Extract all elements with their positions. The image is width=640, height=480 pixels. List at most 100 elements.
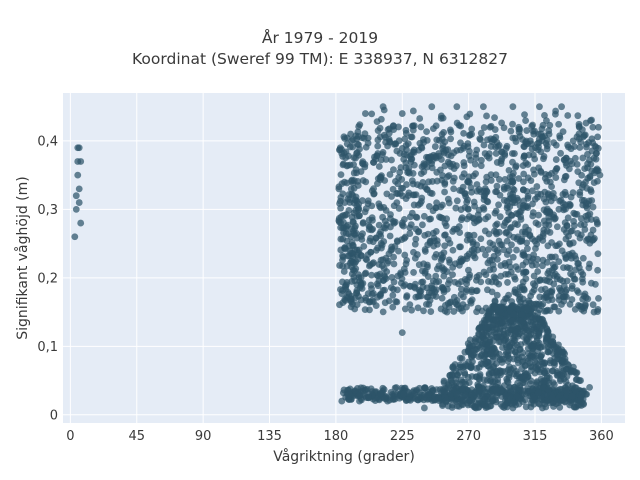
- data-point: [393, 286, 401, 294]
- data-point: [559, 199, 567, 207]
- data-point: [343, 237, 351, 245]
- data-point: [568, 282, 576, 290]
- data-point: [522, 230, 529, 238]
- data-point: [573, 161, 581, 168]
- data-point: [512, 163, 519, 171]
- data-point: [507, 127, 515, 135]
- data-point: [410, 387, 418, 395]
- data-point: [523, 202, 531, 210]
- data-point: [531, 144, 539, 152]
- data-point: [563, 277, 571, 285]
- data-point: [465, 379, 473, 387]
- data-point: [453, 147, 461, 154]
- y-tick-label: 0: [50, 408, 58, 423]
- data-point: [571, 252, 579, 260]
- data-point: [425, 154, 432, 161]
- data-point: [503, 237, 511, 245]
- data-point: [570, 222, 578, 229]
- data-point: [529, 386, 537, 394]
- data-point: [509, 178, 517, 186]
- data-point: [377, 240, 385, 247]
- data-point: [346, 196, 354, 203]
- data-point: [385, 125, 393, 133]
- data-point: [595, 294, 602, 302]
- x-tick-label: 225: [390, 429, 415, 444]
- data-point: [346, 161, 354, 169]
- data-point: [472, 170, 479, 178]
- data-point: [463, 255, 471, 263]
- data-point: [475, 364, 483, 371]
- data-point: [433, 177, 441, 185]
- data-point: [406, 396, 414, 404]
- data-point: [355, 133, 362, 140]
- data-point: [540, 153, 548, 160]
- data-point: [385, 297, 393, 305]
- data-point: [550, 139, 558, 147]
- data-point: [474, 388, 482, 396]
- data-point: [436, 213, 443, 221]
- data-point: [336, 301, 343, 309]
- data-point: [353, 287, 361, 295]
- data-point: [441, 388, 449, 396]
- data-point: [549, 367, 557, 375]
- data-point: [437, 112, 445, 120]
- data-point: [441, 307, 449, 315]
- data-point: [374, 293, 381, 301]
- data-point: [584, 150, 591, 158]
- x-axis-ticks: 0 45 90 135 180 225 270 315 360: [66, 429, 614, 444]
- data-point: [359, 177, 367, 184]
- data-point: [530, 251, 538, 259]
- data-point: [562, 235, 570, 243]
- data-point: [379, 308, 387, 316]
- data-point: [416, 115, 424, 122]
- data-point: [496, 213, 504, 221]
- data-point: [438, 131, 446, 138]
- data-point: [543, 142, 551, 150]
- data-point: [350, 177, 358, 185]
- x-tick-label: 360: [589, 429, 614, 444]
- data-point: [571, 275, 579, 283]
- data-point: [515, 374, 523, 382]
- data-point: [539, 121, 547, 129]
- data-point: [373, 118, 381, 126]
- data-point: [463, 362, 471, 370]
- y-tick-label: 0,1: [37, 340, 58, 355]
- data-point: [455, 369, 463, 376]
- data-point: [394, 238, 401, 246]
- data-point: [493, 360, 500, 367]
- data-point: [354, 182, 362, 189]
- data-point: [354, 249, 362, 257]
- data-point: [502, 262, 509, 270]
- data-point: [433, 136, 441, 144]
- data-point: [389, 303, 397, 311]
- data-point: [495, 201, 502, 209]
- data-point: [425, 178, 433, 186]
- data-point: [391, 384, 399, 392]
- data-point: [578, 196, 586, 204]
- y-tick-label: 0,4: [37, 134, 58, 149]
- data-point: [492, 278, 500, 286]
- data-point: [433, 386, 441, 394]
- data-point: [390, 166, 397, 174]
- data-point: [446, 299, 454, 306]
- data-point: [499, 319, 506, 327]
- data-point: [568, 296, 576, 303]
- data-point: [486, 335, 494, 343]
- data-point: [424, 263, 431, 271]
- data-point: [539, 237, 547, 244]
- data-point: [522, 370, 530, 378]
- data-point: [364, 139, 372, 147]
- data-point: [562, 387, 570, 394]
- data-point: [502, 144, 510, 152]
- data-point: [503, 251, 511, 258]
- data-point: [74, 171, 82, 179]
- data-point: [520, 152, 528, 160]
- data-point: [582, 178, 589, 186]
- data-point: [492, 221, 500, 229]
- data-point: [371, 397, 379, 404]
- x-tick-label: 90: [195, 429, 212, 444]
- data-point: [592, 155, 600, 163]
- data-point: [449, 271, 456, 279]
- data-point: [491, 114, 498, 122]
- x-tick-label: 135: [257, 429, 282, 444]
